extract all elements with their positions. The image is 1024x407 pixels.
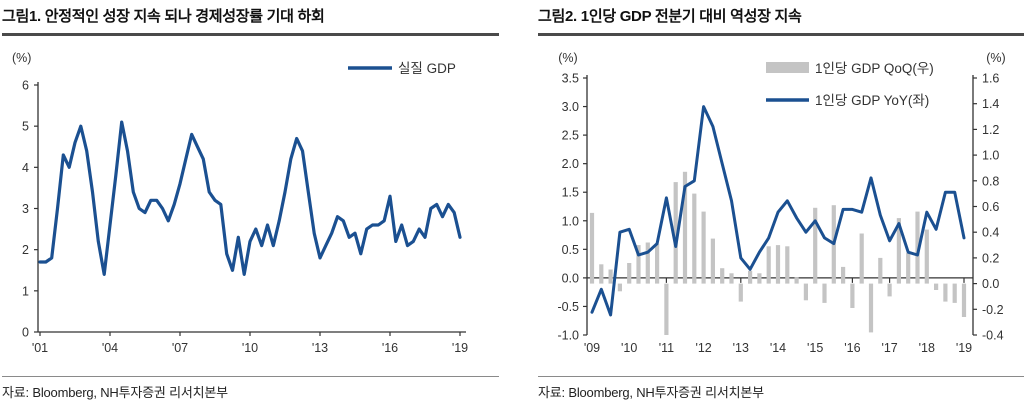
svg-text:'19: '19 (452, 341, 468, 355)
svg-text:'16: '16 (382, 341, 398, 355)
svg-text:-1.0: -1.0 (557, 329, 579, 343)
svg-text:'04: '04 (102, 341, 118, 355)
svg-text:3.5: 3.5 (562, 72, 579, 86)
legend-label-real-gdp: 실질 GDP (398, 61, 456, 76)
svg-text:1: 1 (22, 284, 29, 298)
svg-text:0.5: 0.5 (562, 243, 579, 257)
svg-text:'15: '15 (807, 341, 823, 355)
svg-text:2: 2 (22, 243, 29, 257)
legend-label-yoy: 1인당 GDP YoY(좌) (815, 93, 929, 108)
svg-text:'10: '10 (242, 341, 258, 355)
svg-text:0: 0 (22, 326, 29, 340)
svg-text:2.0: 2.0 (562, 157, 579, 171)
figure1-footer-rule (2, 376, 499, 377)
svg-text:'17: '17 (881, 341, 897, 355)
svg-text:'10: '10 (621, 341, 637, 355)
figure1-source: 자료: Bloomberg, NH투자증권 리서치본부 (2, 385, 228, 400)
svg-text:'07: '07 (172, 341, 188, 355)
svg-text:1.2: 1.2 (982, 123, 999, 137)
figure2-panel: 그림2. 1인당 GDP 전분기 대비 역성장 지속 (%) (%) 3.5 3.0 2… (538, 0, 1024, 407)
svg-text:'13: '13 (312, 341, 328, 355)
figure1-legend: 실질 GDP (348, 61, 456, 76)
legend-label-qoq: 1인당 GDP QoQ(우) (815, 61, 934, 76)
figure1-panel: 그림1. 안정적인 성장 지속 되나 경제성장률 기대 하회 (%) 6 5 4 3 2 1… (2, 0, 499, 407)
real-gdp-line (38, 120, 462, 276)
svg-text:4: 4 (22, 161, 29, 175)
svg-text:1.4: 1.4 (982, 97, 999, 111)
figure2-title: 그림2. 1인당 GDP 전분기 대비 역성장 지속 (538, 8, 802, 25)
figure2-legend: 1인당 GDP QoQ(우) 1인당 GDP YoY(좌) (766, 61, 934, 108)
svg-text:-0.4: -0.4 (982, 329, 1004, 343)
svg-text:'19: '19 (956, 341, 972, 355)
svg-text:-0.5: -0.5 (557, 300, 579, 314)
figure1-plot: (%) 6 5 4 3 2 1 0'01 '04 '07 '10 '13 '16 '19 실질 GDP (12, 51, 468, 355)
svg-text:0.4: 0.4 (982, 226, 999, 240)
svg-text:'01: '01 (32, 341, 48, 355)
figure2-plot: (%) (%) 3.5 3.0 2.5 2.0 1.5 1.0 0.5 0.0 -0.5 -1.0 1.… (557, 51, 1005, 355)
svg-text:0.0: 0.0 (562, 271, 579, 285)
svg-text:0.2: 0.2 (982, 251, 999, 265)
svg-text:3: 3 (22, 202, 29, 216)
svg-text:'14: '14 (770, 341, 786, 355)
svg-text:3.0: 3.0 (562, 100, 579, 114)
svg-text:'13: '13 (733, 341, 749, 355)
legend-bar-swatch (766, 62, 809, 73)
svg-text:1.6: 1.6 (982, 72, 999, 86)
figure2-footer-rule (538, 376, 1024, 377)
figure2-right-y-unit: (%) (986, 51, 1005, 65)
figure1-y-unit: (%) (12, 51, 31, 65)
figure1-title-rule (2, 33, 499, 36)
svg-text:'16: '16 (844, 341, 860, 355)
svg-text:'18: '18 (919, 341, 935, 355)
svg-text:'11: '11 (659, 341, 674, 355)
svg-text:5: 5 (22, 120, 29, 134)
gdp-yoy-line (590, 105, 966, 317)
figure2-chart: (%) (%) 3.5 3.0 2.5 2.0 1.5 1.0 0.5 0.0 -0.5 -1.0 1.… (557, 51, 1005, 355)
figure1-title: 그림1. 안정적인 성장 지속 되나 경제성장률 기대 하회 (2, 8, 325, 25)
figure2-source: 자료: Bloomberg, NH투자증권 리서치본부 (538, 385, 764, 400)
svg-text:1.0: 1.0 (982, 149, 999, 163)
svg-text:'09: '09 (584, 341, 600, 355)
svg-text:'12: '12 (695, 341, 711, 355)
svg-text:1.0: 1.0 (562, 214, 579, 228)
svg-text:0.0: 0.0 (982, 277, 999, 291)
figure2-title-rule (538, 33, 1024, 36)
svg-text:2.5: 2.5 (562, 129, 579, 143)
figure2-left-y-unit: (%) (558, 51, 577, 65)
svg-text:1.5: 1.5 (562, 186, 579, 200)
svg-text:-0.2: -0.2 (982, 303, 1004, 317)
svg-text:0.6: 0.6 (982, 200, 999, 214)
svg-text:0.8: 0.8 (982, 174, 999, 188)
figure1-chart: (%) 6 5 4 3 2 1 0'01 '04 '07 '10 '13 '16 '19 실질 GDP (12, 51, 468, 355)
svg-text:6: 6 (22, 79, 29, 93)
